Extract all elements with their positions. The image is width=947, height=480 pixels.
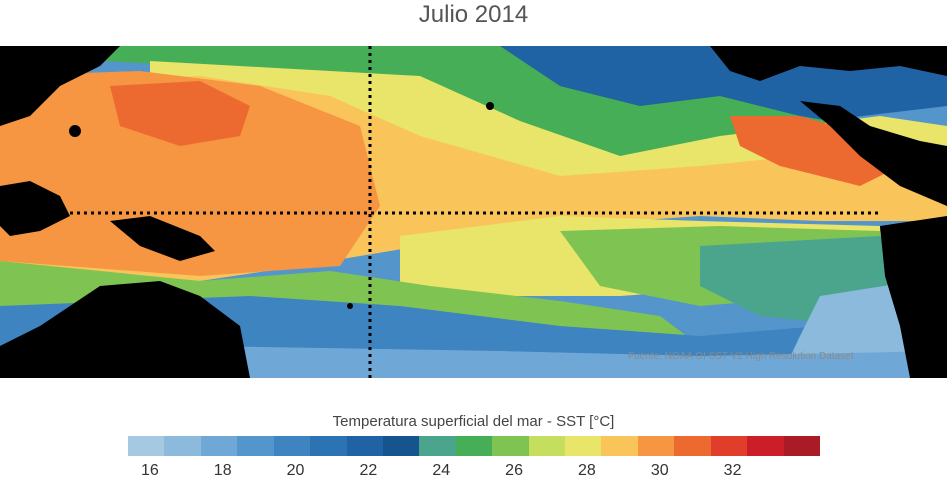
colorbar-swatch — [601, 436, 638, 456]
colorbar-swatch — [419, 436, 456, 456]
maritime-continent — [0, 181, 70, 236]
sst-map — [0, 46, 947, 378]
map-title: Julio 2014 — [418, 1, 529, 28]
colorbar-swatch — [310, 436, 347, 456]
colorbar-swatch — [273, 436, 311, 456]
colorbar-tick-label: 30 — [650, 462, 669, 479]
colorbar-swatch — [637, 436, 675, 456]
colorbar-ticks: 16 18 20 22 24 26 28 30 32 — [128, 456, 820, 480]
colorbar-swatch — [128, 436, 165, 456]
warm-pool-deep — [0, 71, 380, 276]
colorbar-swatch — [565, 436, 602, 456]
colorbar-swatch — [164, 436, 201, 456]
hawaii — [486, 102, 494, 110]
colorbar-tick-label: 26 — [505, 462, 523, 479]
north-green-band — [0, 46, 860, 166]
colorbar-swatch — [747, 436, 784, 456]
colorbar-swatch — [674, 436, 711, 456]
south-america — [880, 216, 947, 378]
colorbar-tick-label: 22 — [359, 462, 378, 479]
colorbar-title: Temperatura superficial del mar - SST [°… — [332, 413, 615, 430]
south-light — [200, 346, 947, 378]
colorbar-tick-label: 28 — [577, 462, 596, 479]
colorbar-tick-label: 16 — [140, 462, 159, 479]
north-america — [710, 46, 947, 81]
new-guinea — [110, 216, 215, 261]
colorbar-swatch — [382, 436, 420, 456]
colorbar-swatch — [346, 436, 383, 456]
colorbar-swatch — [783, 436, 821, 456]
philippines — [69, 125, 81, 137]
colorbar-tick-label: 32 — [723, 462, 742, 479]
source-credit: Fuente: NOAA OI SST V2 High Resolution D… — [628, 351, 854, 362]
land — [0, 46, 947, 378]
colorbar — [128, 436, 821, 456]
colorbar-swatch — [492, 436, 529, 456]
colorbar-tick-label: 24 — [432, 462, 451, 479]
central-america — [800, 101, 947, 206]
colorbar-swatch — [455, 436, 493, 456]
fiji — [347, 303, 353, 309]
colorbar-swatch — [528, 436, 566, 456]
colorbar-swatch — [237, 436, 274, 456]
colorbar-swatch — [200, 436, 238, 456]
colorbar-swatch — [710, 436, 748, 456]
warm-core — [110, 81, 250, 146]
asia — [0, 46, 120, 126]
colorbar-tick-label: 18 — [213, 462, 232, 479]
colorbar-tick-label: 20 — [286, 462, 305, 479]
australia — [0, 281, 250, 378]
